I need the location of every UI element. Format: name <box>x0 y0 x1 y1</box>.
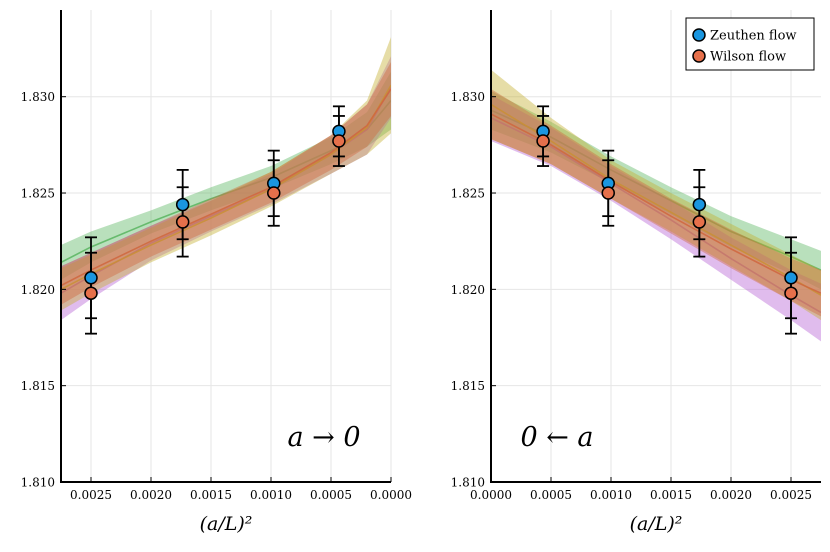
right-x-tick-label-4: 0.0020 <box>710 488 752 502</box>
right-point-wilson-flow-3 <box>536 134 550 148</box>
right-fit-bands <box>491 69 821 342</box>
right-y-tick-label-2: 1.820 <box>451 283 485 297</box>
left-y-tick-label-0: 1.810 <box>21 476 55 490</box>
right-x-axis-label: (a/L)² <box>630 513 683 535</box>
left-band-fit-2 <box>61 56 391 321</box>
left-point-wilson-flow-2 <box>267 186 281 200</box>
right-point-wilson-flow-1 <box>692 215 707 229</box>
right-point-wilson-flow-0 <box>784 286 798 300</box>
legend-label-wilson: Wilson flow <box>710 50 786 65</box>
legend: Zeuthen flow Wilson flow <box>685 17 815 71</box>
left-y-tick-label-3: 1.825 <box>21 187 55 201</box>
right-y-tick-label-1: 1.815 <box>451 379 485 393</box>
left-x-tick-label-0: 0.0025 <box>70 488 112 502</box>
left-line-fit-4 <box>61 88 391 287</box>
left-x-tick-label-4: 0.0005 <box>310 488 352 502</box>
left-line-fit-1 <box>61 100 391 264</box>
left-x-tick-label-1: 0.0020 <box>130 488 172 502</box>
right-panel: 0.0000 0.0005 0.0010 0.0015 0.0020 0.0025 1.8… <box>451 10 821 535</box>
right-band-fit-4 <box>491 88 821 317</box>
left-point-wilson-flow-1 <box>175 215 190 229</box>
legend-label-zeuthen: Zeuthen flow <box>710 29 797 44</box>
left-fit-bands <box>61 36 391 321</box>
right-point-wilson-flow-2 <box>601 186 615 200</box>
left-line-fit-3 <box>61 84 391 291</box>
left-x-tick-label-5: 0.0000 <box>370 488 412 502</box>
right-point-zeuthen-flow-0 <box>784 271 798 285</box>
right-band-fit-3 <box>491 69 821 321</box>
right-x-tick-label-0: 0.0000 <box>470 488 512 502</box>
right-point-zeuthen-flow-1 <box>692 197 707 212</box>
right-band-fit-1 <box>491 90 821 290</box>
legend-box <box>685 17 815 71</box>
right-y-tick-label-4: 1.830 <box>451 90 485 104</box>
left-band-fit-3 <box>61 36 391 311</box>
left-panel: 0.0025 0.0020 0.0015 0.0010 0.0005 0.0000 1.8… <box>21 10 412 535</box>
left-y-tick-label-2: 1.820 <box>21 283 55 297</box>
right-y-tick-label-0: 1.810 <box>451 476 485 490</box>
left-point-zeuthen-flow-1 <box>175 197 190 212</box>
left-annotation: a → 0 <box>287 422 360 453</box>
left-line-fit-2 <box>61 86 391 294</box>
right-x-tick-label-5: 0.0025 <box>770 488 812 502</box>
left-y-tick-label-4: 1.830 <box>21 90 55 104</box>
left-point-wilson-flow-3 <box>332 134 346 148</box>
right-y-ticks: 1.810 1.815 1.820 1.825 1.830 <box>451 90 496 490</box>
right-axes <box>490 10 821 483</box>
right-y-tick-label-3: 1.825 <box>451 187 485 201</box>
left-y-ticks: 1.810 1.815 1.820 1.825 1.830 <box>21 90 66 490</box>
left-x-axis-label: (a/L)² <box>200 513 253 535</box>
right-band-fit-2 <box>491 94 821 342</box>
right-x-ticks: 0.0000 0.0005 0.0010 0.0015 0.0020 0.0025 <box>470 477 812 502</box>
left-band-fit-1 <box>61 71 391 280</box>
right-annotation: 0 ← a <box>520 422 593 453</box>
left-point-zeuthen-flow-0 <box>84 271 98 285</box>
left-points <box>84 124 346 300</box>
left-y-tick-label-1: 1.815 <box>21 379 55 393</box>
right-points <box>536 124 798 300</box>
legend-marker-zeuthen <box>692 28 706 42</box>
left-axes <box>60 10 391 483</box>
left-x-ticks: 0.0025 0.0020 0.0015 0.0010 0.0005 0.0000 <box>70 477 412 502</box>
legend-marker-wilson <box>692 49 706 63</box>
right-x-tick-label-1: 0.0005 <box>530 488 572 502</box>
left-point-wilson-flow-0 <box>84 286 98 300</box>
left-x-tick-label-2: 0.0015 <box>190 488 232 502</box>
right-x-tick-label-2: 0.0010 <box>590 488 632 502</box>
left-x-tick-label-3: 0.0010 <box>250 488 292 502</box>
right-x-tick-label-3: 0.0015 <box>650 488 692 502</box>
